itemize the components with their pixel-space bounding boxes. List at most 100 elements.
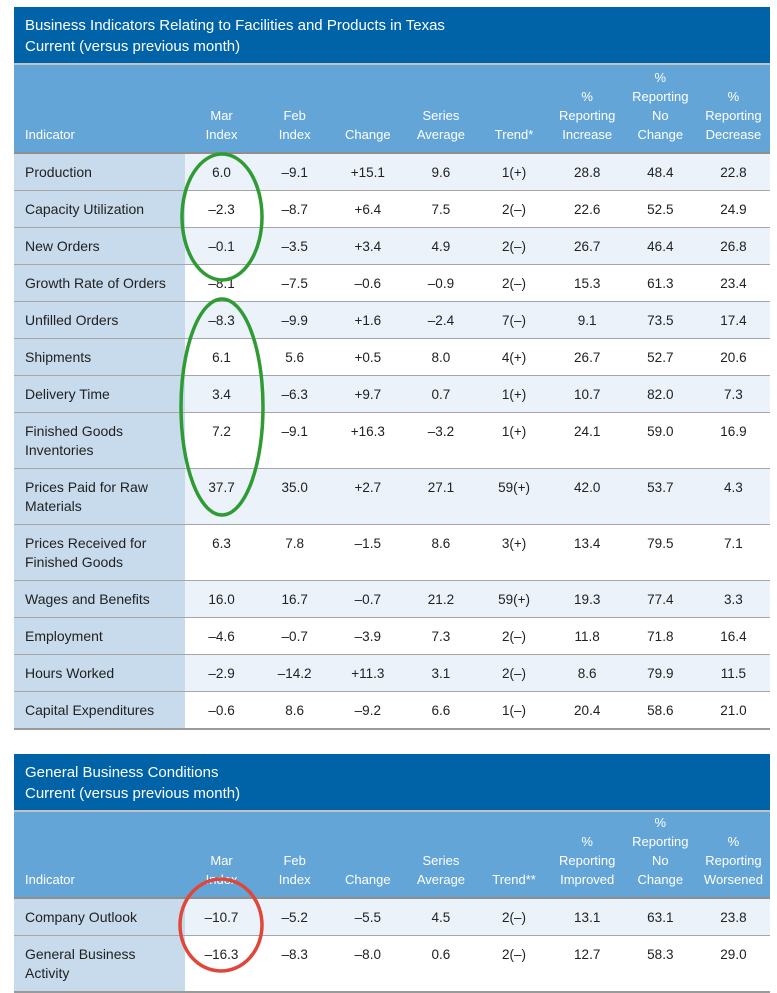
indicator-cell: New Orders (14, 227, 185, 265)
value-cell: –2.9 (208, 666, 235, 681)
general-business-panel: General Business Conditions Current (ver… (14, 754, 770, 993)
value-cell: 59(+) (498, 592, 531, 607)
value-cell: +1.6 (354, 313, 382, 328)
indicator-cell: Unfilled Orders (14, 301, 185, 339)
value-cell: 11.5 (720, 666, 747, 681)
value-cell: 7.5 (431, 202, 451, 217)
value-cell: 52.5 (647, 202, 674, 217)
value-cell: 17.4 (720, 313, 747, 328)
value-cell: 73.5 (647, 313, 674, 328)
value-cell: –9.1 (281, 424, 308, 439)
page: { "colors": { "title_bar": "#0063A8", "c… (0, 7, 777, 992)
value-cell: +11.3 (351, 666, 385, 681)
value-cell: 2(–) (502, 629, 527, 644)
value-cell: 15.3 (574, 276, 601, 291)
table1-title-bar: Business Indicators Relating to Faciliti… (14, 7, 770, 65)
indicator-cell: General Business Activity (14, 935, 185, 992)
value-cell: 1(+) (501, 424, 527, 439)
value-cell: 19.3 (574, 592, 601, 607)
value-cell: 9.1 (577, 313, 597, 328)
indicator-cell: Company Outlook (14, 898, 185, 936)
value-cell: –3.2 (427, 424, 455, 439)
value-cell: 21.2 (427, 592, 455, 607)
general-business-table: Indicator Mar Index Feb Index Change Series … (14, 812, 770, 993)
value-cell: 3.1 (431, 666, 451, 681)
value-cell: –10.7 (204, 910, 239, 925)
value-cell: 5.6 (285, 350, 305, 365)
value-cell: 9.6 (431, 165, 451, 180)
column-header: % Reporting No Change (632, 70, 689, 142)
indicator-cell: Finished Goods Inventories (14, 412, 185, 469)
value-cell: 4.5 (431, 910, 451, 925)
column-header: Series Average (416, 108, 466, 142)
value-cell: 2(–) (502, 276, 527, 291)
value-cell: –0.6 (354, 276, 381, 291)
value-cell: 48.4 (647, 165, 674, 180)
column-header: Trend** (492, 872, 536, 887)
value-cell: +16.3 (350, 424, 385, 439)
value-cell: –6.3 (281, 387, 308, 402)
column-header: % Reporting No Change (632, 815, 689, 887)
value-cell: 79.5 (647, 536, 674, 551)
value-cell: 7(–) (502, 313, 527, 328)
indicator-cell: Prices Paid for Raw Materials (14, 468, 185, 525)
value-cell: 21.0 (720, 703, 747, 718)
table2-subtitle: Current (versus previous month) (25, 785, 241, 802)
table-row: Company Outlook –10.7 –5.2 –5.5 4.5 2(–) 13.1 6… (14, 898, 770, 936)
value-cell: 16.7 (281, 592, 308, 607)
column-header: Indicator (25, 127, 75, 142)
table-row: Production 6.0 –9.1 +15.1 9.6 1(+) 28.8 48.4 22.… (14, 153, 770, 191)
value-cell: 1(+) (501, 387, 527, 402)
value-cell: 20.4 (574, 703, 601, 718)
value-cell: –9.2 (354, 703, 381, 718)
value-cell: 53.7 (647, 480, 674, 495)
value-cell: 6.3 (212, 536, 231, 551)
indicator-cell: Employment (14, 617, 185, 655)
value-cell: 20.6 (720, 350, 747, 365)
table-row: Prices Paid for Raw Materials 37.7 35.0 +2.… (14, 468, 770, 525)
value-cell: –8.7 (281, 202, 308, 217)
value-cell: 16.4 (720, 629, 747, 644)
table-row: Capital Expenditures –0.6 8.6 –9.2 6.6 1(–) 20… (14, 691, 770, 729)
value-cell: 2(–) (502, 202, 527, 217)
value-cell: 26.7 (574, 239, 601, 254)
value-cell: 58.3 (647, 947, 674, 962)
column-header: Change (345, 127, 391, 142)
value-cell: 59(+) (498, 480, 531, 495)
value-cell: 7.8 (285, 536, 305, 551)
column-header: Mar Index (205, 853, 238, 887)
value-cell: 61.3 (647, 276, 674, 291)
value-cell: 23.8 (720, 910, 747, 925)
value-cell: 2(–) (502, 910, 527, 925)
value-cell: 12.7 (574, 947, 601, 962)
value-cell: 3.4 (212, 387, 231, 402)
column-header: % Reporting Increase (559, 89, 616, 142)
value-cell: 8.6 (285, 703, 305, 718)
value-cell: 4.3 (724, 480, 743, 495)
value-cell: –5.2 (281, 910, 308, 925)
indicator-cell: Capital Expenditures (14, 691, 185, 729)
value-cell: 26.7 (574, 350, 601, 365)
table2-title-bar: General Business Conditions Current (ver… (14, 754, 770, 812)
table-row: Shipments 6.1 5.6 +0.5 8.0 4(+) 26.7 52.7 20.6 (14, 338, 770, 376)
value-cell: 13.4 (574, 536, 601, 551)
indicator-cell: Wages and Benefits (14, 580, 185, 618)
value-cell: –0.6 (208, 703, 235, 718)
value-cell: –8.0 (354, 947, 381, 962)
table-row: New Orders –0.1 –3.5 +3.4 4.9 2(–) 26.7 46.4 26.… (14, 227, 770, 265)
value-cell: 0.6 (431, 947, 451, 962)
value-cell: 1(–) (502, 703, 527, 718)
table1-subtitle: Current (versus previous month) (25, 38, 241, 55)
table1-title: Business Indicators Relating to Faciliti… (25, 17, 445, 34)
table-row: Delivery Time 3.4 –6.3 +9.7 0.7 1(+) 10.7 82.0 7… (14, 375, 770, 413)
table-row: Capacity Utilization –2.3 –8.7 +6.4 7.5 2(–) 2… (14, 190, 770, 228)
header-row: Indicator Mar Index Feb Index Change Series … (14, 65, 770, 153)
facilities-products-table: Indicator Mar Index Feb Index Change Series … (14, 65, 770, 730)
value-cell: 35.0 (281, 480, 308, 495)
value-cell: 0.7 (431, 387, 451, 402)
value-cell: 24.9 (720, 202, 747, 217)
value-cell: 2(–) (502, 947, 527, 962)
value-cell: –9.9 (281, 313, 308, 328)
value-cell: 52.7 (647, 350, 674, 365)
column-header: % Reporting Improved (559, 834, 616, 887)
